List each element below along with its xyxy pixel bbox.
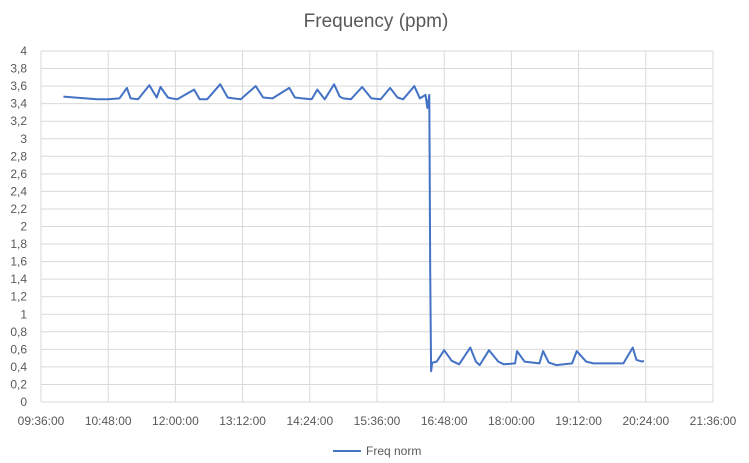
y-tick-label: 2: [20, 220, 27, 234]
series-layer: [63, 83, 645, 373]
y-tick-label: 3,6: [10, 79, 27, 93]
y-tick-label: 0,8: [10, 325, 27, 339]
x-axis-ticks: 09:36:00 10:48:00 12:00:00 13:12:00 14:24:00…: [18, 414, 737, 428]
x-tick-label: 14:24:00: [286, 414, 333, 428]
y-tick-label: 0,4: [10, 360, 27, 374]
x-tick-label: 10:48:00: [85, 414, 132, 428]
y-tick-label: 3,4: [10, 97, 27, 111]
x-tick-label: 12:00:00: [152, 414, 199, 428]
x-tick-label: 15:36:00: [354, 414, 401, 428]
y-axis-ticks: 0 0,2 0,4 0,6 0,8 1 1,2 1,4 1,6 1,8 2 2,2 2,4 2,6 2,8 3…: [10, 44, 27, 409]
y-tick-label: 1: [20, 307, 27, 321]
chart-title: Frequency (ppm): [304, 11, 449, 32]
x-tick-label: 09:36:00: [18, 414, 65, 428]
x-tick-label: 18:00:00: [488, 414, 535, 428]
y-tick-label: 0,6: [10, 342, 27, 356]
y-tick-label: 1,4: [10, 272, 27, 286]
legend-label: Freq norm: [366, 444, 421, 458]
x-tick-label: 13:12:00: [219, 414, 266, 428]
y-tick-label: 0: [20, 395, 27, 409]
y-tick-label: 2,6: [10, 167, 27, 181]
y-tick-label: 0,2: [10, 377, 27, 391]
y-tick-label: 1,6: [10, 255, 27, 269]
x-tick-label: 21:36:00: [690, 414, 737, 428]
x-tick-label: 16:48:00: [421, 414, 468, 428]
x-tick-label: 19:12:00: [555, 414, 602, 428]
y-tick-label: 3,2: [10, 114, 27, 128]
series-line: [63, 83, 645, 373]
y-tick-label: 2,2: [10, 202, 27, 216]
legend: Freq norm: [333, 444, 421, 458]
y-tick-label: 3: [20, 132, 27, 146]
gridlines: [40, 50, 714, 403]
y-tick-label: 1,2: [10, 290, 27, 304]
y-tick-label: 1,8: [10, 237, 27, 251]
y-tick-label: 2,4: [10, 184, 27, 198]
y-tick-label: 4: [20, 44, 27, 58]
y-tick-label: 3,8: [10, 62, 27, 76]
x-tick-label: 20:24:00: [622, 414, 669, 428]
y-tick-label: 2,8: [10, 149, 27, 163]
